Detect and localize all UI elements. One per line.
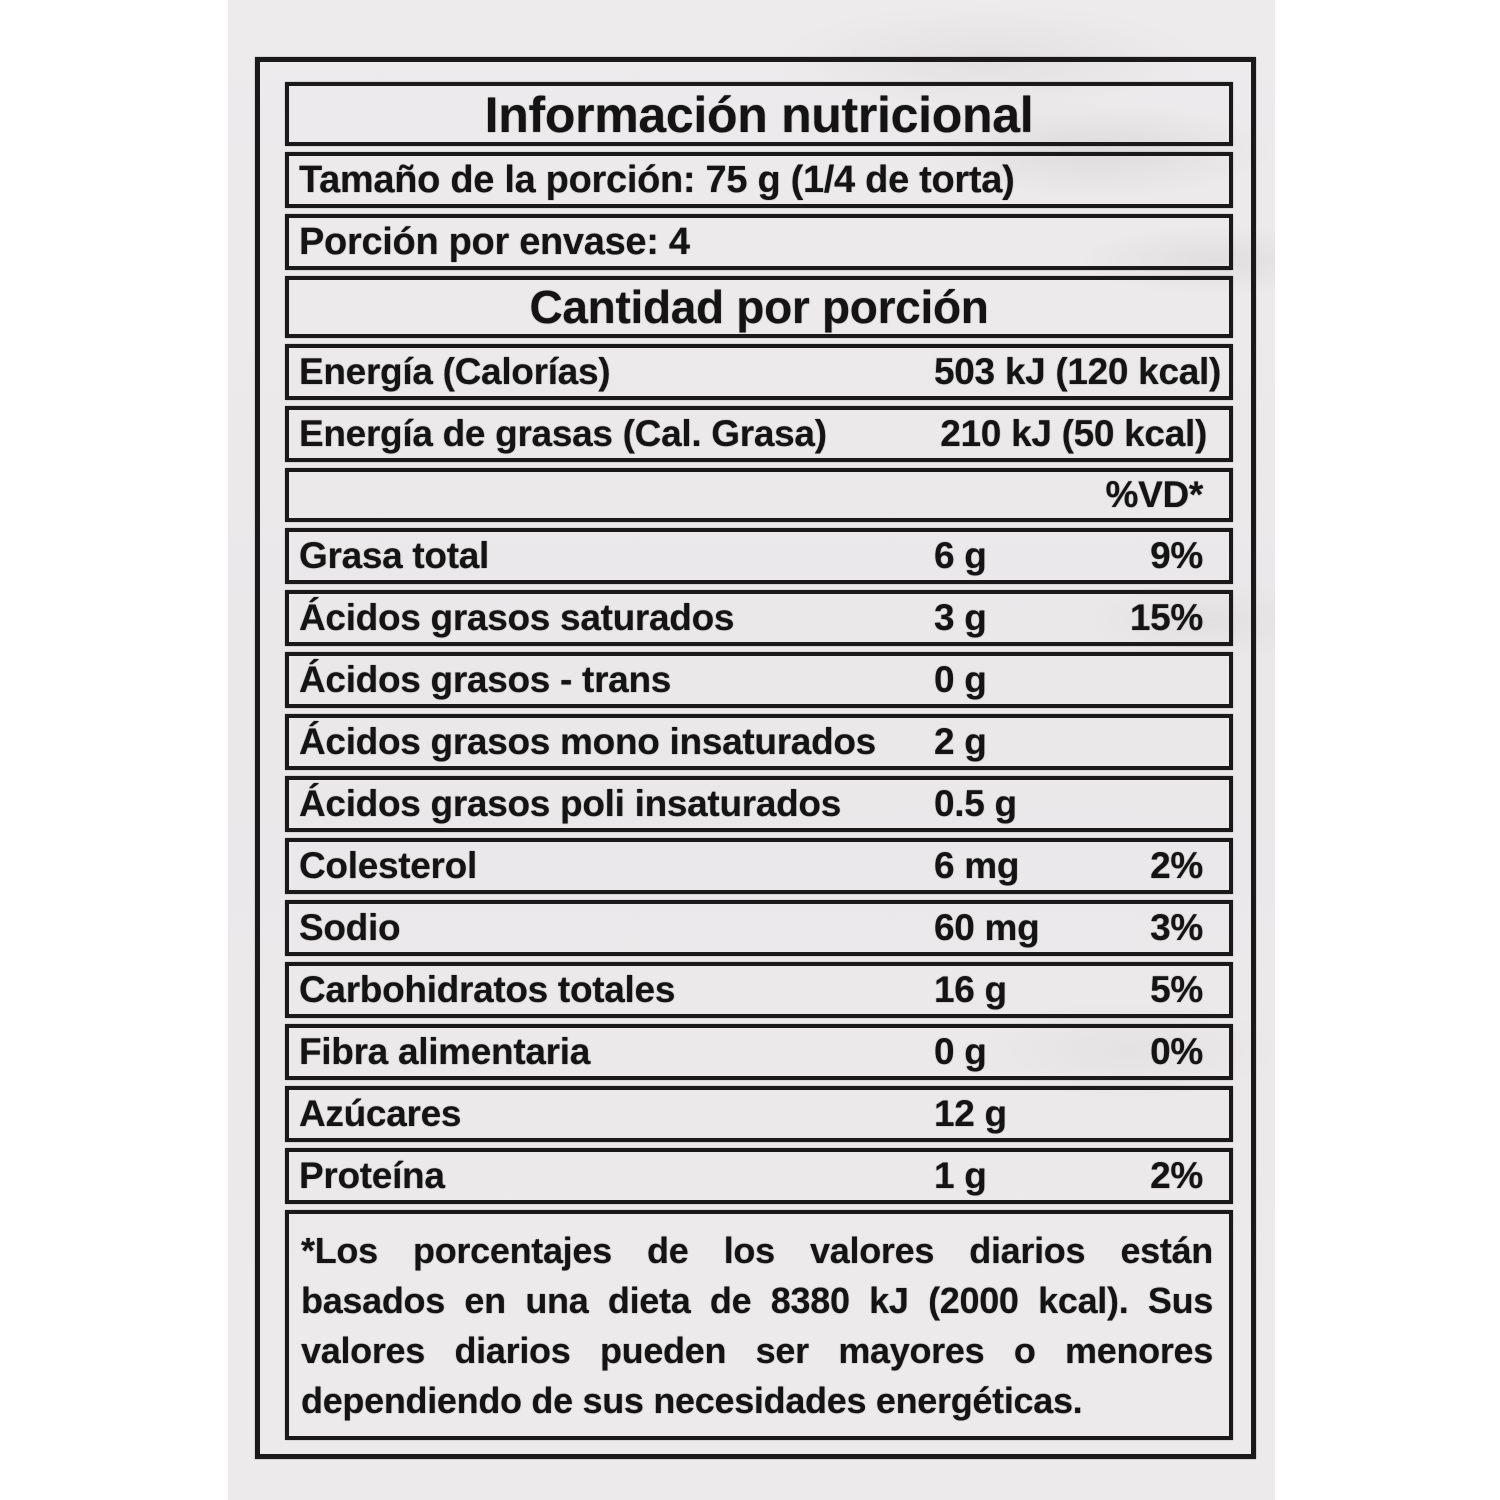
nutrient-dv: 5%	[1150, 969, 1203, 1010]
nutrient-row-total-carbohydrate: Carbohidratos totales 16 g 5%	[285, 962, 1233, 1018]
nutrient-dv: 2%	[1150, 845, 1203, 886]
nutrient-value: 2 g	[934, 721, 987, 762]
nutrient-row-polyunsaturated-fat: Ácidos grasos poli insaturados 0.5 g	[285, 776, 1233, 832]
nutrient-value: 0 g	[934, 1031, 987, 1072]
nutrient-name: Fibra alimentaria	[299, 1031, 591, 1072]
nutrient-name: Proteína	[299, 1155, 445, 1196]
nutrient-name: Ácidos grasos poli insaturados	[299, 783, 842, 824]
nutrient-name: Sodio	[299, 907, 401, 948]
amount-per-serving-row: Cantidad por porción	[285, 276, 1233, 338]
nutrient-value: 60 mg	[934, 907, 1040, 948]
nutrient-dv: 2%	[1150, 1155, 1203, 1196]
energy-fat-name: Energía de grasas (Cal. Grasa)	[299, 413, 827, 454]
nutrient-value: 0.5 g	[934, 783, 1017, 824]
nutrient-name: Carbohidratos totales	[299, 969, 676, 1010]
nutrient-value: 16 g	[934, 969, 1007, 1010]
nutrient-dv: 3%	[1150, 907, 1203, 948]
nutrient-row-cholesterol: Colesterol 6 mg 2%	[285, 838, 1233, 894]
nutrient-name: Colesterol	[299, 845, 477, 886]
nutrient-row-dietary-fiber: Fibra alimentaria 0 g 0%	[285, 1024, 1233, 1080]
nutrient-dv: 0%	[1150, 1031, 1203, 1072]
servings-per-container-row: Porción por envase: 4	[285, 214, 1233, 270]
nutrient-row-monounsaturated-fat: Ácidos grasos mono insaturados 2 g	[285, 714, 1233, 770]
amount-per-serving-title: Cantidad por porción	[529, 281, 989, 333]
nutrient-dv: 9%	[1150, 535, 1203, 576]
serving-size-text: Tamaño de la porción: 75 g (1/4 de torta…	[299, 158, 1015, 201]
nutrient-value: 6 g	[934, 535, 987, 576]
serving-size-row: Tamaño de la porción: 75 g (1/4 de torta…	[285, 152, 1233, 208]
nutrient-name: Azúcares	[299, 1093, 462, 1134]
footnote-line: basados en una dieta de 8380 kJ (2000 kc…	[301, 1280, 1213, 1321]
scanned-paper-background: Información nutricional Tamaño de la por…	[228, 0, 1275, 1500]
daily-value-header: %VD*	[1105, 474, 1204, 515]
footnote-line: *Los porcentajes de los valores diarios …	[301, 1230, 1213, 1271]
nutrient-row-sodium: Sodio 60 mg 3%	[285, 900, 1233, 956]
nutrient-value: 6 mg	[934, 845, 1020, 886]
energy-value: 503 kJ (120 kcal)	[934, 351, 1222, 392]
nutrient-value: 3 g	[934, 597, 987, 638]
nutrient-row-protein: Proteína 1 g 2%	[285, 1148, 1233, 1204]
footnote-line: valores diarios pueden ser mayores o men…	[301, 1330, 1213, 1371]
energy-name: Energía (Calorías)	[299, 351, 611, 392]
energy-fat-value: 210 kJ (50 kcal)	[940, 413, 1207, 454]
daily-value-header-row: %VD*	[285, 468, 1233, 522]
label-title: Información nutricional	[484, 87, 1034, 143]
nutrient-dv: 15%	[1129, 597, 1203, 638]
energy-row: Energía (Calorías) 503 kJ (120 kcal)	[285, 344, 1233, 400]
nutrient-row-saturated-fat: Ácidos grasos saturados 3 g 15%	[285, 590, 1233, 646]
servings-per-container-text: Porción por envase: 4	[299, 220, 690, 263]
nutrition-label: Información nutricional Tamaño de la por…	[255, 57, 1256, 1459]
footnote-box: *Los porcentajes de los valores diarios …	[285, 1210, 1233, 1440]
label-title-row: Información nutricional	[285, 82, 1233, 146]
nutrient-row-total-fat: Grasa total 6 g 9%	[285, 528, 1233, 584]
nutrient-name: Ácidos grasos - trans	[299, 659, 672, 700]
nutrient-value: 1 g	[934, 1155, 987, 1196]
nutrient-name: Ácidos grasos mono insaturados	[299, 721, 876, 762]
energy-fat-row: Energía de grasas (Cal. Grasa) 210 kJ (5…	[285, 406, 1233, 462]
nutrient-value: 0 g	[934, 659, 987, 700]
nutrient-name: Grasa total	[299, 535, 489, 576]
nutrient-row-trans-fat: Ácidos grasos - trans 0 g	[285, 652, 1233, 708]
nutrient-name: Ácidos grasos saturados	[299, 597, 735, 638]
nutrient-value: 12 g	[934, 1093, 1007, 1134]
nutrient-row-sugars: Azúcares 12 g	[285, 1086, 1233, 1142]
footnote-line: dependiendo de sus necesidades energétic…	[301, 1380, 1083, 1421]
